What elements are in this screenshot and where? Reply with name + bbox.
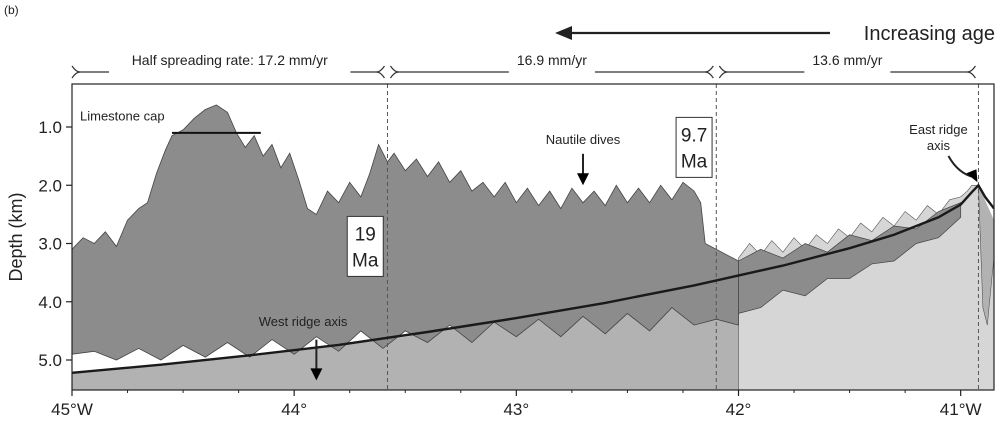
spreading-rate-label-1: 16.9 mm/yr bbox=[517, 52, 587, 68]
isochron-box-0 bbox=[346, 215, 384, 277]
spreading-rate-brackets: Half spreading rate: 17.2 mm/yr 16.9 mm/y… bbox=[71, 50, 976, 79]
isochron-unit-1: Ma bbox=[681, 151, 708, 172]
spreading-rate-label-bg-1 bbox=[508, 50, 595, 76]
spreading-rate-bracket-end-b-1 bbox=[705, 71, 714, 79]
nautile-dives-label: Nautile dives bbox=[546, 132, 621, 147]
nautile-dives-arrowhead bbox=[576, 173, 589, 186]
isochron-age-0: 19 bbox=[355, 224, 376, 245]
plot-area bbox=[72, 84, 994, 390]
west-ridge-axis-label: West ridge axis bbox=[259, 314, 348, 329]
limestone-cap-label: Limestone cap bbox=[80, 109, 165, 124]
east-ridge-axis-label: East ridge axis bbox=[909, 122, 968, 153]
spreading-rate-bracket-end-0 bbox=[71, 71, 81, 79]
axes: 45°W 44° 43° 42° 41°W 1.0 2.0 3.0 4.0 5.0 bbox=[38, 118, 981, 419]
panel-label: (b) bbox=[4, 3, 19, 17]
y-tick-label-4: 5.0 bbox=[38, 351, 62, 370]
age-arrow-label: Increasing age bbox=[864, 23, 995, 45]
isochron-box-1 bbox=[675, 116, 713, 178]
spreading-rate-label-bg-2 bbox=[804, 50, 891, 76]
west-ridge-axis-arrowhead bbox=[310, 368, 323, 381]
spreading-rate-label-0: Half spreading rate: 17.2 mm/yr bbox=[132, 52, 328, 68]
x-tick-label-0: 45°W bbox=[51, 400, 93, 419]
spreading-rate-label-2: 13.6 mm/yr bbox=[812, 52, 882, 68]
east-ridge-axis-label-line-0: East ridge bbox=[909, 122, 968, 137]
x-tick-label-2: 43° bbox=[503, 400, 529, 419]
isochron-age-1: 9.7 bbox=[681, 125, 707, 146]
y-tick-label-1: 2.0 bbox=[38, 176, 62, 195]
y-tick-label-3: 4.0 bbox=[38, 293, 62, 312]
spreading-rate-bracket-end-2 bbox=[718, 71, 728, 79]
y-tick-label-2: 3.0 bbox=[38, 235, 62, 254]
x-tick-label-4: 41°W bbox=[940, 400, 982, 419]
age-arrowhead bbox=[555, 26, 572, 40]
spreading-rate-label-bg-0 bbox=[109, 50, 351, 76]
plot-frame bbox=[71, 83, 995, 391]
x-tick-label-1: 44° bbox=[281, 400, 307, 419]
age-arrow bbox=[555, 26, 830, 40]
spreading-rate-bracket-end-b-2 bbox=[967, 71, 976, 79]
y-tick-label-0: 1.0 bbox=[38, 118, 62, 137]
east-ridge-axis-arrowhead bbox=[966, 169, 978, 183]
isochron-unit-0: Ma bbox=[352, 250, 379, 271]
east-ridge-axis-label-line-1: axis bbox=[927, 138, 951, 153]
cooling-model-curve bbox=[72, 183, 994, 374]
west-ridge-topography bbox=[72, 104, 739, 361]
x-tick-label-3: 42° bbox=[726, 400, 752, 419]
annotations: 19 Ma 9.7 Ma Limestone cap Nautile dives East … bbox=[80, 109, 978, 381]
spreading-rate-bracket-end-1 bbox=[389, 71, 399, 79]
spreading-rate-bracket-end-b-0 bbox=[376, 71, 385, 79]
y-axis-label: Depth (km) bbox=[6, 192, 26, 281]
